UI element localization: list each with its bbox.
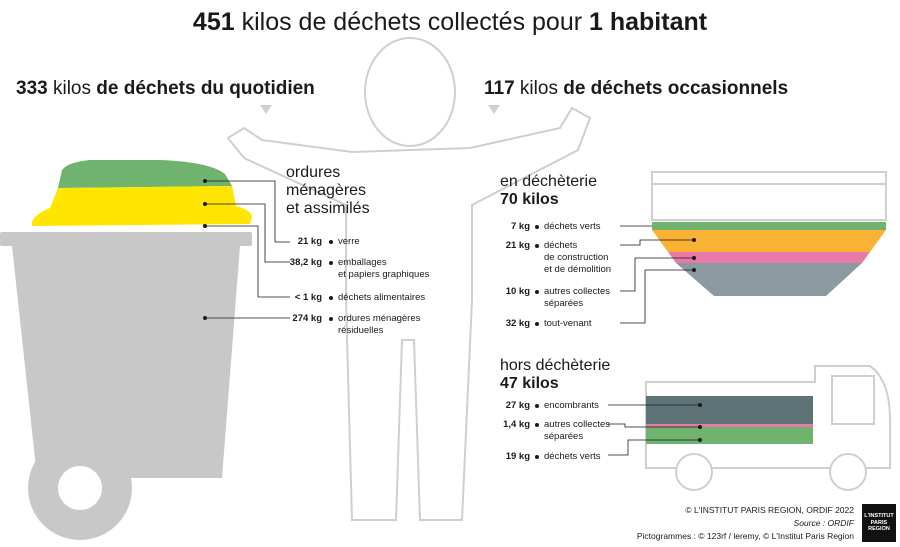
credit-pictograms: Pictogrammes : © 123rf / leremy, © L'Ins… (636, 531, 854, 541)
credit-source: Source : ORDIF (793, 518, 854, 528)
omr-label-residuelles: ordures ménagères résiduelles (338, 313, 421, 336)
dech-label-verts: déchets verts (544, 221, 601, 232)
person-outline (226, 37, 592, 521)
waste-bin-pictogram (0, 160, 253, 540)
dech-kg-construction: 21 kg (505, 240, 530, 251)
skip-container-pictogram (651, 171, 887, 296)
dech-label-tout-venant: tout-venant (544, 318, 592, 329)
dech-kg-tout-venant: 32 kg (505, 318, 530, 329)
omr-label-alimentaires: déchets alimentaires (338, 292, 426, 303)
omr-label-emballages: emballages et papiers graphiques (338, 257, 430, 280)
credit-copyright: © L'INSTITUT PARIS REGION, ORDIF 2022 (685, 505, 854, 515)
hors-label-verts: déchets verts (544, 451, 601, 462)
truck-pictogram (645, 365, 891, 491)
hors-decheterie-heading: hors déchèterie 47 kilos (500, 357, 611, 392)
omr-kg-residuelles: 274 kg (292, 313, 322, 324)
omr-kg-alimentaires: < 1 kg (294, 292, 322, 303)
omr-kg-emballages: 38,2 kg (289, 257, 322, 268)
institut-paris-region-logo: L'INSTITUT PARIS REGION (862, 504, 896, 542)
hors-label-encombrants: encombrants (544, 400, 599, 411)
truck-band-pink (646, 424, 813, 427)
decheterie-heading: en déchèterie 70 kilos (500, 173, 597, 208)
omr-kg-verre: 21 kg (297, 236, 322, 247)
skip-band-pink (668, 252, 870, 263)
truck-band-green (646, 427, 813, 444)
dech-label-autres: autres collectes séparées (544, 286, 611, 309)
skip-band-orange (652, 230, 886, 252)
arrow-down-icon (260, 105, 272, 114)
hors-label-autres: autres collectes séparées (544, 419, 611, 442)
leader-lines (205, 180, 700, 456)
hors-kg-autres: 1,4 kg (503, 419, 530, 430)
dech-kg-verts: 7 kg (510, 221, 530, 232)
page-title: 451 kilos de déchets collectés pour 1 ha… (192, 8, 708, 36)
omr-label-verre: verre (338, 236, 360, 247)
skip-band-slate (676, 263, 862, 296)
bin-lid-green (58, 160, 232, 188)
dech-label-construction: déchets de construction et de démolition (544, 240, 612, 275)
daily-waste-heading: 333 kilos de déchets du quotidien (16, 78, 315, 99)
arrow-down-icon (488, 105, 500, 114)
occasional-waste-heading: 117 kilos de déchets occasionnels (484, 78, 789, 99)
skip-band-green (652, 222, 886, 230)
hors-kg-encombrants: 27 kg (505, 400, 530, 411)
omr-heading: ordures ménagères et assimilés (286, 164, 370, 217)
truck-band-slate (646, 396, 813, 424)
bin-lid-yellow (31, 186, 253, 226)
dech-kg-autres: 10 kg (505, 286, 530, 297)
hors-kg-verts: 19 kg (505, 451, 530, 462)
